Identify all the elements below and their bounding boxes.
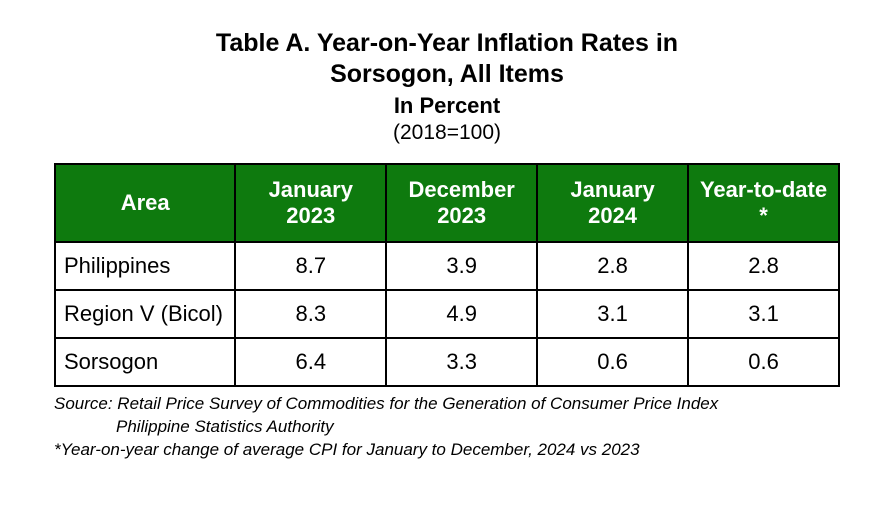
- col-header-dec2023: December 2023: [386, 164, 537, 243]
- table-title-line2: Sorsogon, All Items: [54, 59, 840, 90]
- col-header-jan2024: January 2024: [537, 164, 688, 243]
- table-row: Philippines 8.7 3.9 2.8 2.8: [55, 242, 839, 290]
- table-subtitle-base: (2018=100): [54, 121, 840, 145]
- cell-value: 0.6: [688, 338, 839, 386]
- cell-value: 3.1: [688, 290, 839, 338]
- footnote-ytd: *Year-on-year change of average CPI for …: [54, 439, 840, 462]
- table-subtitle-unit: In Percent: [54, 93, 840, 119]
- col-header-ytd: Year-to-date *: [688, 164, 839, 243]
- cell-value: 3.9: [386, 242, 537, 290]
- cell-area: Region V (Bicol): [55, 290, 235, 338]
- cell-value: 2.8: [688, 242, 839, 290]
- cell-value: 3.1: [537, 290, 688, 338]
- col-header-area: Area: [55, 164, 235, 243]
- cell-value: 6.4: [235, 338, 386, 386]
- cell-value: 0.6: [537, 338, 688, 386]
- cell-value: 8.7: [235, 242, 386, 290]
- table-title-line1: Table A. Year-on-Year Inflation Rates in: [54, 28, 840, 59]
- cell-value: 4.9: [386, 290, 537, 338]
- table-row: Region V (Bicol) 8.3 4.9 3.1 3.1: [55, 290, 839, 338]
- table-header-row: Area January 2023 December 2023 January …: [55, 164, 839, 243]
- inflation-table: Area January 2023 December 2023 January …: [54, 163, 840, 388]
- cell-value: 3.3: [386, 338, 537, 386]
- cell-area: Sorsogon: [55, 338, 235, 386]
- source-line1: Source: Retail Price Survey of Commoditi…: [54, 393, 840, 416]
- cell-value: 2.8: [537, 242, 688, 290]
- cell-value: 8.3: [235, 290, 386, 338]
- source-line2: Philippine Statistics Authority: [54, 416, 840, 439]
- title-block: Table A. Year-on-Year Inflation Rates in…: [54, 28, 840, 145]
- table-row: Sorsogon 6.4 3.3 0.6 0.6: [55, 338, 839, 386]
- cell-area: Philippines: [55, 242, 235, 290]
- col-header-jan2023: January 2023: [235, 164, 386, 243]
- footnotes: Source: Retail Price Survey of Commoditi…: [54, 393, 840, 462]
